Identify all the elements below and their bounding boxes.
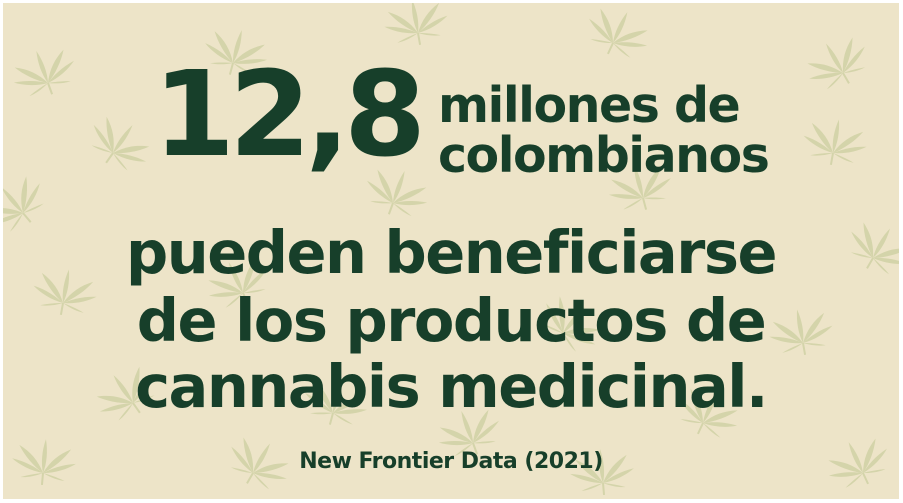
statistic-number: 12,8 xyxy=(153,45,426,183)
infographic-card: 12,8 millones de colombianos pueden bene… xyxy=(3,3,899,499)
statement-line-3: cannabis medicinal. xyxy=(135,352,768,421)
headline: 12,8 millones de colombianos pueden bene… xyxy=(3,3,899,499)
statement-line-2: de los productos de xyxy=(136,286,767,355)
source-citation: New Frontier Data (2021) xyxy=(299,449,603,474)
statement-line-1: pueden beneficiarse xyxy=(126,218,777,287)
statistic-unit-line-1: millones de xyxy=(438,77,741,134)
statistic-unit-line-2: colombianos xyxy=(438,127,770,184)
